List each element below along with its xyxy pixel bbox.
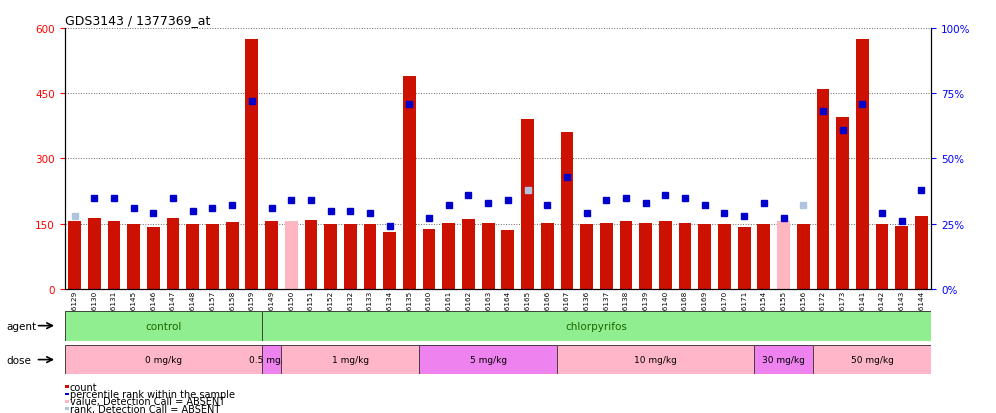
Text: value, Detection Call = ABSENT: value, Detection Call = ABSENT	[70, 396, 225, 406]
Bar	[698, 225, 711, 289]
Bar	[915, 216, 928, 289]
Bar	[364, 225, 376, 289]
Bar	[797, 224, 810, 289]
Text: percentile rank within the sample: percentile rank within the sample	[70, 389, 235, 399]
Bar	[875, 224, 888, 289]
Text: 50 mg/kg: 50 mg/kg	[851, 355, 893, 364]
Bar	[442, 223, 455, 289]
Bar	[521, 120, 534, 289]
Bar	[285, 222, 298, 289]
Bar	[777, 222, 790, 289]
Bar	[265, 222, 278, 289]
Bar	[758, 224, 770, 289]
Text: 5 mg/kg: 5 mg/kg	[469, 355, 507, 364]
Text: control: control	[145, 321, 181, 331]
Bar	[718, 225, 731, 289]
Bar	[581, 225, 593, 289]
Bar	[541, 223, 554, 289]
Bar	[600, 223, 613, 289]
Bar	[620, 222, 632, 289]
Text: 10 mg/kg: 10 mg/kg	[634, 355, 677, 364]
Bar	[817, 90, 830, 289]
Bar	[422, 229, 435, 289]
Bar	[88, 219, 101, 289]
Text: dose: dose	[7, 355, 31, 365]
Bar	[639, 223, 652, 289]
Bar	[678, 223, 691, 289]
Bar	[166, 219, 179, 289]
Bar	[325, 224, 337, 289]
Bar	[561, 133, 574, 289]
Bar	[837, 118, 849, 289]
Bar	[127, 225, 140, 289]
Bar	[344, 225, 357, 289]
Bar	[738, 228, 751, 289]
Bar	[659, 222, 671, 289]
Bar	[147, 227, 159, 289]
Text: count: count	[70, 382, 98, 392]
Bar	[403, 76, 415, 289]
Bar	[186, 224, 199, 289]
Text: agent: agent	[7, 321, 37, 331]
Bar	[108, 222, 121, 289]
Bar	[206, 224, 219, 289]
Text: 30 mg/kg: 30 mg/kg	[762, 355, 805, 364]
Text: 0.5 mg/kg: 0.5 mg/kg	[249, 355, 295, 364]
Text: rank, Detection Call = ABSENT: rank, Detection Call = ABSENT	[70, 404, 220, 413]
Bar	[501, 230, 514, 289]
Bar	[856, 40, 869, 289]
Text: 1 mg/kg: 1 mg/kg	[332, 355, 369, 364]
Bar	[383, 233, 396, 289]
Bar	[305, 221, 318, 289]
Bar	[245, 40, 258, 289]
Bar	[895, 226, 908, 289]
Bar	[462, 220, 475, 289]
Bar	[68, 222, 81, 289]
Bar	[226, 223, 238, 289]
Bar	[482, 223, 495, 289]
Text: chlorpyrifos: chlorpyrifos	[566, 321, 627, 331]
Text: 0 mg/kg: 0 mg/kg	[144, 355, 182, 364]
Text: GDS3143 / 1377369_at: GDS3143 / 1377369_at	[65, 14, 210, 27]
